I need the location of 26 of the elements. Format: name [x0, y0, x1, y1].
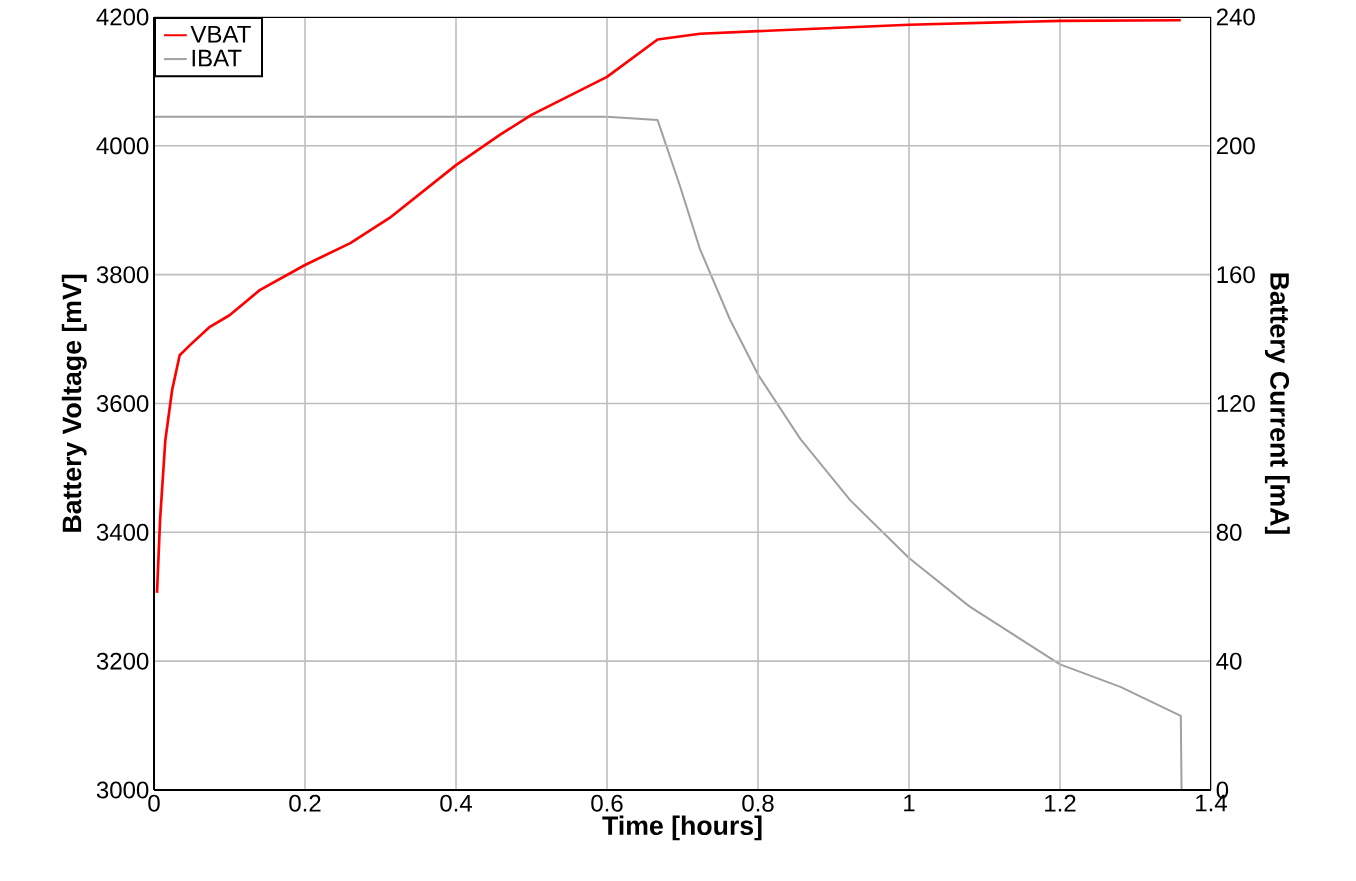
y2-tick-label: 160: [1217, 266, 1255, 284]
y-tick-label: 3400: [96, 523, 149, 541]
legend-label: IBAT: [192, 49, 242, 67]
y-tick-label: 4200: [96, 8, 149, 26]
x-tick-label: 0.8: [742, 794, 774, 812]
x-tick-label: 0.2: [289, 794, 321, 812]
y-tick-label: 4000: [96, 137, 149, 155]
y-tick-label: 3000: [96, 781, 149, 799]
y-axis-title: Battery Voltage [mV]: [61, 274, 87, 532]
y2-tick-label: 120: [1217, 394, 1255, 412]
y2-tick-label: 240: [1216, 8, 1255, 26]
x-tick-label: 0.6: [591, 794, 623, 812]
x-tick-label: 1: [904, 794, 915, 812]
line-series: [155, 18, 1183, 595]
y-tick-label: 3200: [96, 652, 149, 670]
x-tick-label: 0: [148, 794, 160, 812]
y2-axis-title: Battery Current [mA]: [1264, 273, 1290, 534]
y2-tick-label: 40: [1216, 652, 1242, 670]
y2-tick-label: 80: [1216, 523, 1242, 541]
x-tick-label: 1.2: [1045, 794, 1076, 812]
y2-tick-label: 200: [1216, 137, 1255, 155]
y-tick-label: 3800: [96, 266, 149, 284]
y-tick-label: 3600: [96, 394, 149, 412]
x-tick-label: 0.4: [440, 794, 472, 812]
legend-label: VBAT: [190, 25, 251, 43]
x-axis-title: Time [hours]: [602, 815, 762, 841]
